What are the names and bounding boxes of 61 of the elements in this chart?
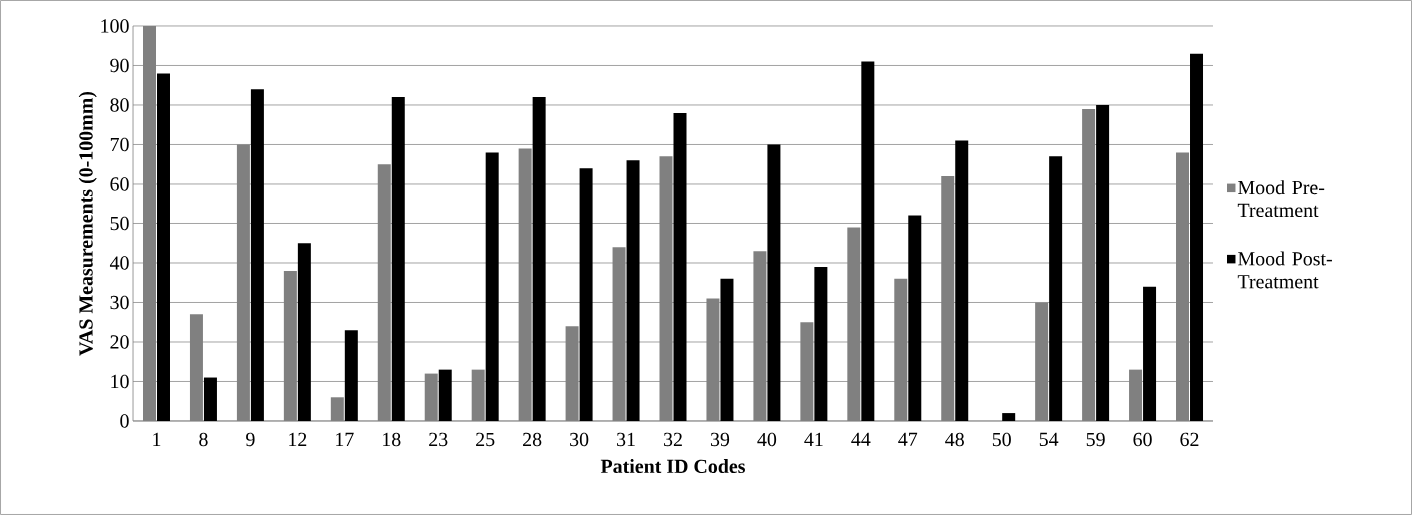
x-tick-label: 9	[246, 432, 255, 447]
bar	[203, 377, 217, 421]
y-tick-label: 80	[110, 98, 129, 112]
bar	[532, 97, 546, 421]
x-tick-label: 32	[663, 432, 682, 447]
y-tick-label: 30	[110, 295, 129, 310]
bar	[485, 152, 499, 421]
legend-label: Mood Post-Treatment	[1237, 251, 1332, 289]
x-tick-label: 12	[289, 432, 307, 446]
x-tick-label: 47	[898, 432, 918, 446]
bar	[955, 140, 969, 421]
x-axis-title: Patient ID Codes	[600, 459, 745, 474]
bar	[1049, 156, 1063, 421]
y-tick-label: 70	[110, 137, 129, 152]
x-tick-label: 30	[570, 432, 589, 447]
bar	[1002, 413, 1016, 421]
x-tick-label: 62	[1180, 432, 1199, 447]
x-tick-label: 17	[336, 432, 354, 446]
y-tick-label: 60	[110, 177, 129, 191]
bar	[391, 97, 405, 421]
x-tick-label: 39	[710, 432, 730, 447]
x-tick-label: 54	[1039, 432, 1059, 447]
bar	[1096, 104, 1110, 421]
y-tick-label: 0	[120, 414, 129, 428]
bar	[250, 89, 264, 421]
bar	[767, 144, 781, 421]
y-tick-label: 50	[110, 216, 129, 231]
bar	[297, 243, 311, 421]
x-tick-label: 28	[523, 432, 542, 447]
bar	[814, 266, 828, 421]
bar	[861, 61, 875, 421]
x-tick-label: 60	[1133, 432, 1152, 447]
y-tick-label: 20	[110, 335, 129, 349]
x-tick-label: 18	[383, 432, 401, 447]
y-tick-label: 90	[110, 58, 129, 73]
y-tick-label: 40	[109, 256, 129, 270]
x-tick-label: 48	[945, 432, 964, 447]
x-tick-label: 25	[476, 432, 495, 447]
bar	[673, 112, 687, 421]
x-tick-label: 31	[617, 432, 635, 447]
x-tick-label: 8	[199, 432, 208, 447]
x-tick-label: 1	[153, 432, 161, 446]
x-tick-label: 50	[992, 432, 1011, 447]
x-tick-label: 41	[804, 432, 823, 446]
y-tick-label: 100	[101, 19, 129, 33]
bar	[344, 330, 358, 421]
bar	[157, 73, 170, 421]
x-tick-label: 40	[757, 432, 777, 447]
bar	[438, 369, 452, 421]
x-tick-label: 23	[429, 432, 448, 447]
bar	[626, 160, 640, 421]
y-axis-title: VAS Measurements (0-100mm)	[78, 91, 97, 356]
y-tick-label: 10	[111, 374, 129, 389]
bar	[579, 168, 593, 421]
bar	[1143, 286, 1157, 421]
x-tick-label: 59	[1086, 432, 1105, 447]
bar	[720, 278, 734, 421]
bar	[1190, 53, 1204, 421]
bar	[908, 215, 922, 421]
x-tick-label: 44	[851, 432, 871, 446]
legend-label: Mood Pre-Treatment	[1237, 180, 1325, 218]
